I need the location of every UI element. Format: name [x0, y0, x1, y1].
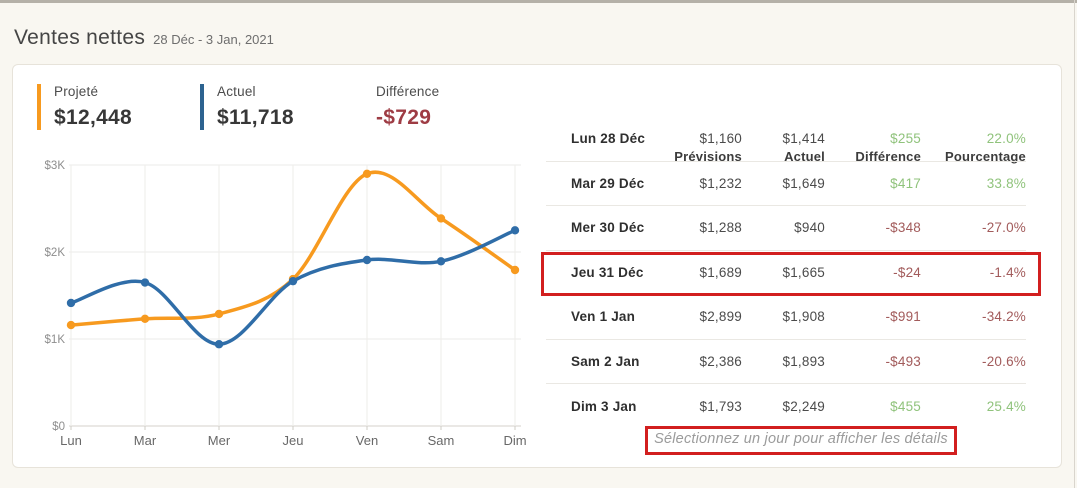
- col-header-pourcentage: Pourcentage: [945, 148, 1026, 164]
- table-cell-previsions: $1,793: [699, 398, 742, 414]
- projected-label: Projeté: [54, 84, 99, 99]
- table-cell-previsions: $1,288: [699, 220, 742, 236]
- table-cell-day: Mar 29 Déc: [571, 175, 645, 191]
- svg-text:Dim: Dim: [503, 433, 526, 448]
- difference-value: -$729: [376, 106, 432, 129]
- table-cell-actuel: $1,649: [782, 175, 825, 191]
- table-row[interactable]: Jeu 31 Déc $1,689 $1,665 -$24 -1.4%: [546, 251, 1026, 295]
- difference-label: Différence: [376, 84, 440, 99]
- table-cell-day: Sam 2 Jan: [571, 353, 640, 369]
- summary-actual: Actuel $11,718: [200, 84, 294, 130]
- table-row[interactable]: Ven 1 Jan $2,899 $1,908 -$991 -34.2%: [546, 295, 1026, 340]
- table-cell-previsions: $1,689: [699, 264, 742, 280]
- col-header-previsions: Prévisions: [674, 148, 742, 164]
- table-row[interactable]: Dim 3 Jan $1,793 $2,249 $455 25.4%: [546, 384, 1026, 429]
- col-header-difference: Différence: [855, 148, 921, 164]
- actual-value: $11,718: [217, 106, 294, 129]
- date-range: 28 Déc - 3 Jan, 2021: [153, 32, 274, 47]
- table-cell-actuel: $1,893: [782, 353, 825, 369]
- table-cell-previsions: $1,232: [699, 175, 742, 191]
- table-cell-pourcentage: -34.2%: [982, 309, 1026, 325]
- svg-text:Mar: Mar: [134, 433, 157, 448]
- table-cell-day: Ven 1 Jan: [571, 309, 636, 325]
- table-cell-difference: $455: [890, 398, 921, 414]
- summary-projected: Projeté $12,448: [37, 84, 132, 130]
- table-cell-actuel: $1,414: [782, 131, 825, 147]
- projected-value: $12,448: [54, 106, 133, 129]
- table-cell-difference: -$493: [885, 353, 921, 369]
- svg-text:Mer: Mer: [208, 433, 231, 448]
- table-cell-difference: $417: [890, 175, 921, 191]
- table-row[interactable]: Sam 2 Jan $2,386 $1,893 -$493 -20.6%: [546, 340, 1026, 384]
- table-cell-day: Jeu 31 Déc: [571, 264, 644, 280]
- table-cell-pourcentage: 22.0%: [986, 131, 1026, 147]
- svg-text:Lun: Lun: [60, 433, 82, 448]
- actual-label: Actuel: [217, 84, 256, 99]
- table-cell-previsions: $1,160: [699, 131, 742, 147]
- table-header-row: Prévisions Actuel Différence Pourcentage: [546, 145, 1026, 167]
- page-title: Ventes nettes: [14, 26, 146, 49]
- table-cell-difference: -$348: [885, 220, 921, 236]
- table-cell-pourcentage: 25.4%: [986, 398, 1026, 414]
- svg-text:Sam: Sam: [428, 433, 455, 448]
- table-cell-difference: -$991: [885, 309, 921, 325]
- svg-text:Ven: Ven: [356, 433, 378, 448]
- table-cell-actuel: $1,908: [782, 309, 825, 325]
- col-header-actuel: Actuel: [784, 148, 825, 164]
- table-cell-pourcentage: 33.8%: [986, 175, 1026, 191]
- right-border-line: [1074, 0, 1075, 488]
- table-cell-day: Mer 30 Déc: [571, 220, 645, 236]
- net-sales-card: Projeté $12,448 Actuel $11,718 Différenc…: [12, 64, 1062, 468]
- table-row[interactable]: Mer 30 Déc $1,288 $940 -$348 -27.0%: [546, 206, 1026, 251]
- svg-text:Jeu: Jeu: [283, 433, 304, 448]
- table-cell-difference: -$24: [893, 264, 921, 280]
- svg-text:$2K: $2K: [45, 247, 66, 259]
- table-cell-previsions: $2,386: [699, 353, 742, 369]
- top-border-line: [0, 0, 1077, 3]
- net-sales-line-chart[interactable]: $0 $1K $2K $3K Lun Mar Mer Jeu Ven Sam Dim: [31, 155, 546, 455]
- svg-text:$3K: $3K: [45, 160, 66, 172]
- svg-text:$0: $0: [52, 421, 65, 433]
- table-row[interactable]: Lun 28 Déc $1,160 $1,414 $255 22.0%: [546, 117, 1026, 162]
- svg-text:$1K: $1K: [45, 334, 66, 346]
- page-header: Ventes nettes 28 Déc - 3 Jan, 2021: [14, 26, 274, 50]
- table-row[interactable]: Mar 29 Déc $1,232 $1,649 $417 33.8%: [546, 162, 1026, 206]
- table-cell-day: Dim 3 Jan: [571, 398, 637, 414]
- table-cell-pourcentage: -1.4%: [989, 264, 1026, 280]
- table-cell-pourcentage: -27.0%: [982, 220, 1026, 236]
- table-cell-day: Lun 28 Déc: [571, 131, 646, 147]
- table-cell-actuel: $940: [794, 220, 825, 236]
- summary-difference: Différence -$729: [376, 84, 439, 130]
- table-body: Lun 28 Déc $1,160 $1,414 $255 22.0% Mar 29 Dé…: [546, 117, 1026, 429]
- table-cell-actuel: $1,665: [782, 264, 825, 280]
- table-cell-actuel: $2,249: [782, 398, 825, 414]
- table-cell-difference: $255: [890, 131, 921, 147]
- table-cell-previsions: $2,899: [699, 309, 742, 325]
- table-cell-pourcentage: -20.6%: [982, 353, 1026, 369]
- footer-note: Sélectionnez un jour pour afficher les d…: [654, 431, 948, 447]
